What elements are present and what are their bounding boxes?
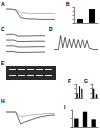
svg-text:B: B: [66, 1, 70, 7]
svg-text:D: D: [49, 26, 53, 32]
svg-text:I: I: [64, 104, 66, 110]
svg-text:A: A: [1, 1, 5, 7]
svg-text:C: C: [1, 26, 5, 32]
svg-text:G: G: [84, 78, 88, 84]
svg-text:H: H: [1, 98, 5, 104]
html-text:E: E: [1, 60, 5, 66]
svg-text:F: F: [68, 78, 71, 84]
